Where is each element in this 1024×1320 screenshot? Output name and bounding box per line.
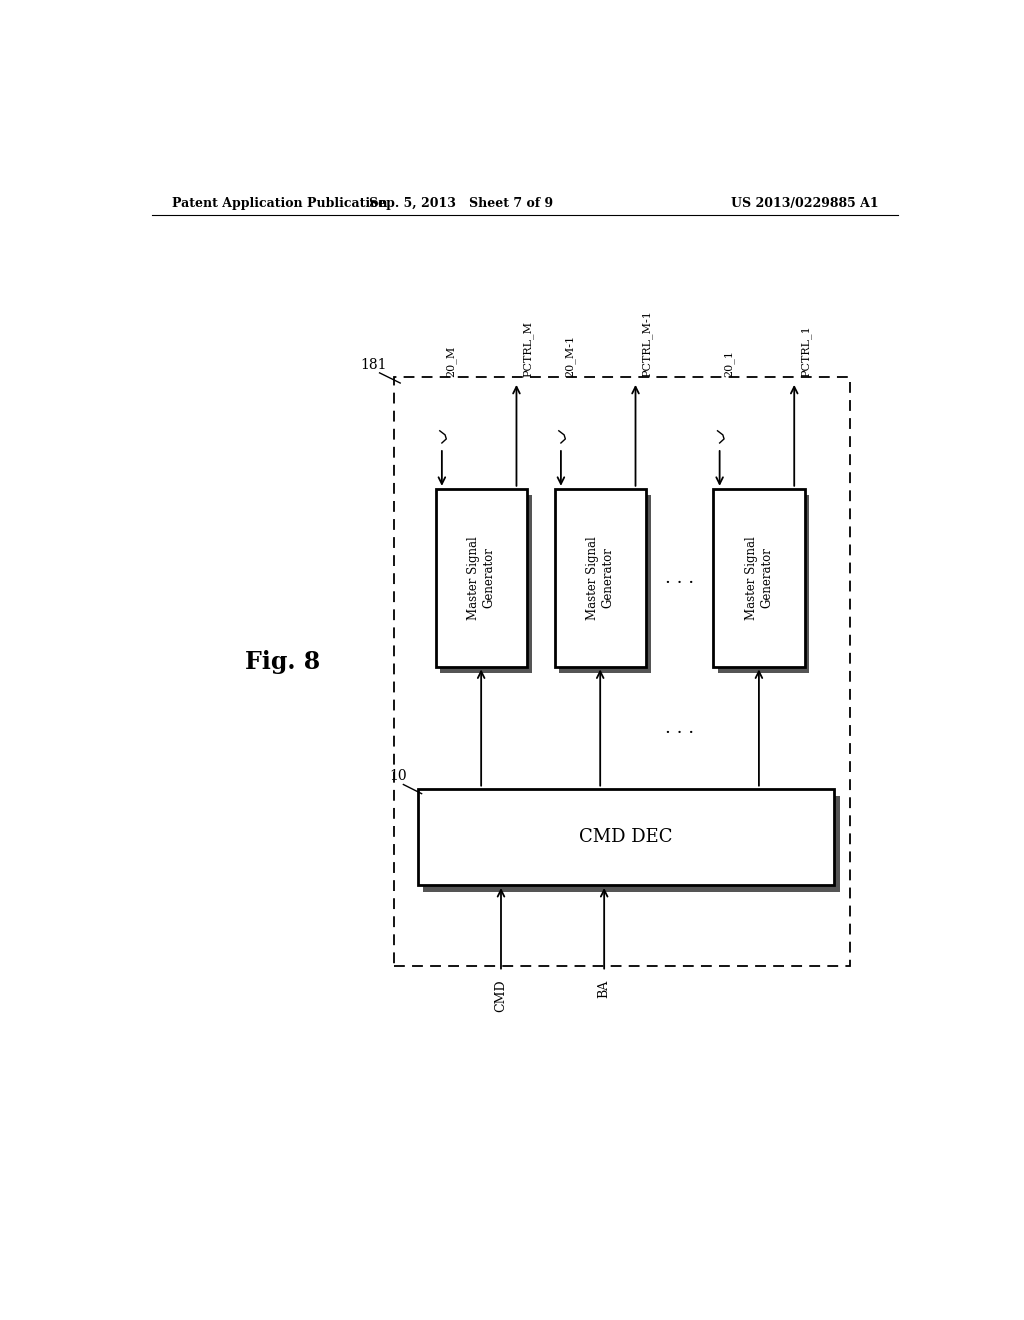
Bar: [718, 495, 809, 673]
Text: Master Signal
Generator: Master Signal Generator: [744, 536, 773, 619]
Text: CMD DEC: CMD DEC: [580, 828, 673, 846]
Bar: [714, 488, 805, 667]
Text: Patent Application Publication: Patent Application Publication: [172, 197, 387, 210]
Text: . . .: . . .: [665, 569, 694, 586]
Text: PCTRL_M-1: PCTRL_M-1: [642, 310, 652, 378]
Text: . . .: . . .: [665, 718, 694, 737]
Bar: [423, 796, 840, 892]
Text: PCTRL_1: PCTRL_1: [801, 325, 811, 378]
Text: Master Signal
Generator: Master Signal Generator: [586, 536, 614, 619]
Bar: [418, 788, 835, 886]
Text: PCTRL_M: PCTRL_M: [523, 321, 534, 378]
Text: 10: 10: [389, 770, 407, 784]
Text: Sep. 5, 2013   Sheet 7 of 9: Sep. 5, 2013 Sheet 7 of 9: [370, 197, 553, 210]
Text: 20_M: 20_M: [445, 346, 457, 378]
Text: CMD: CMD: [495, 979, 508, 1012]
Text: Fig. 8: Fig. 8: [245, 649, 321, 673]
Text: 181: 181: [360, 358, 387, 372]
Text: US 2013/0229885 A1: US 2013/0229885 A1: [731, 197, 879, 210]
Bar: [440, 495, 531, 673]
Text: 20_1: 20_1: [724, 350, 734, 378]
Bar: [435, 488, 526, 667]
Bar: [394, 378, 850, 966]
Bar: [559, 495, 650, 673]
Text: Master Signal
Generator: Master Signal Generator: [467, 536, 496, 619]
Text: 20_M-1: 20_M-1: [565, 335, 575, 378]
Text: BA: BA: [598, 979, 610, 998]
Bar: [555, 488, 646, 667]
